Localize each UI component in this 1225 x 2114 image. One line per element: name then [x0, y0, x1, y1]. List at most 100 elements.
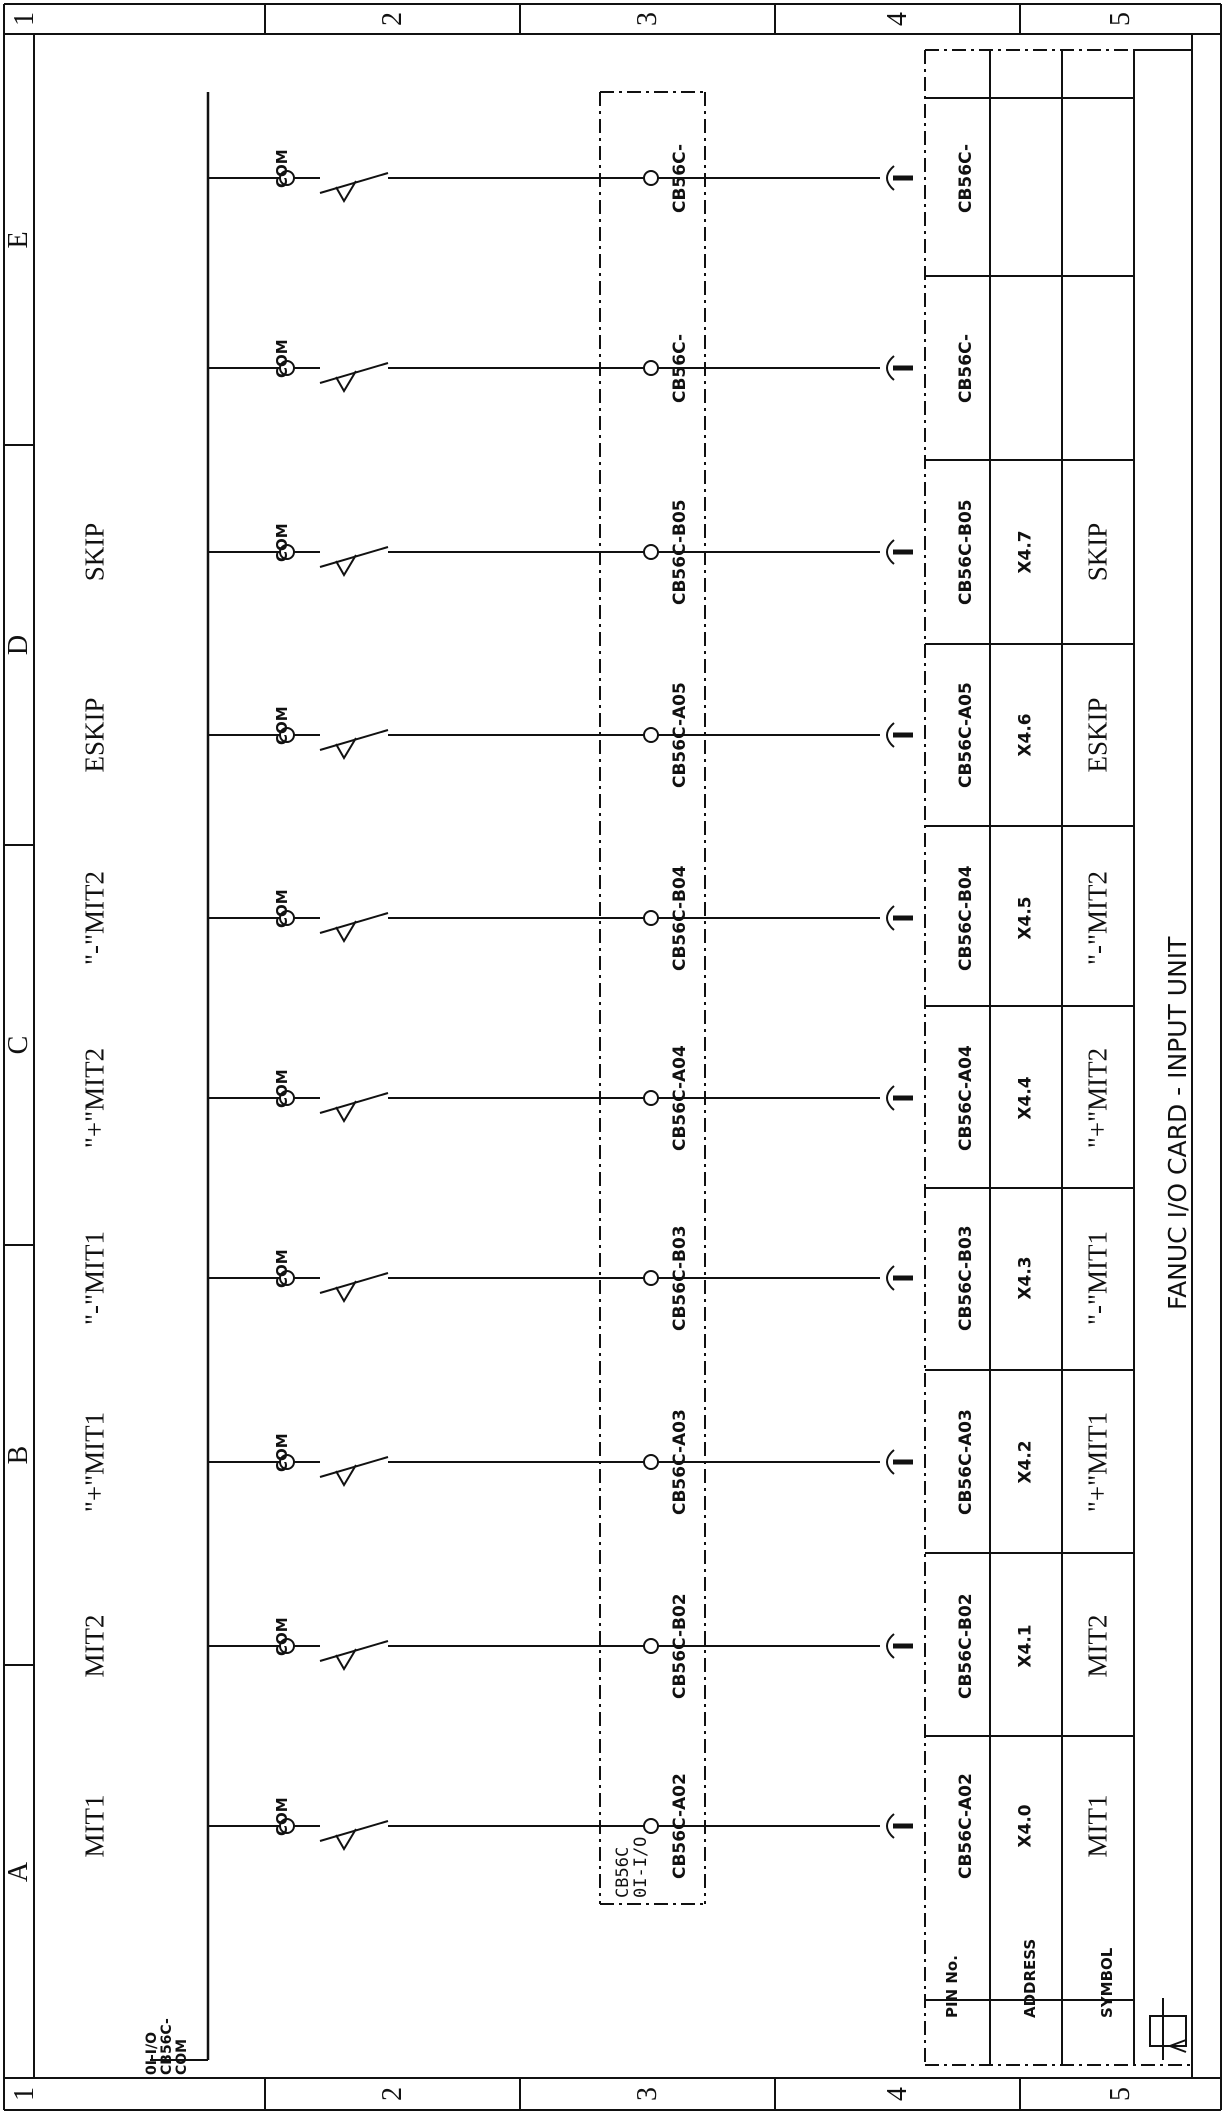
symbol-cell: "+"MIT2	[1082, 1047, 1113, 1149]
com-label: COM	[273, 1796, 291, 1836]
connector-terminal	[643, 1454, 659, 1470]
column-zone-label: 1	[8, 2087, 40, 2101]
card-input-arc	[886, 165, 895, 191]
channel-name-label: "+"MIT1	[79, 1411, 110, 1513]
legend-symbol-notch	[1167, 2039, 1187, 2053]
pin-no-cell: CB56C-	[956, 143, 976, 213]
pin-no-cell: CB56C-	[956, 333, 976, 403]
switch-contact-mark	[335, 554, 357, 577]
connector-pin-label: CB56C-B05	[670, 499, 690, 605]
pin-no-cell: CB56C-B03	[956, 1225, 976, 1331]
channel-name-label: "-"MIT2	[79, 870, 110, 966]
connector-pin-label: CB56C-B02	[670, 1593, 690, 1699]
connector-pin-label: CB56C-	[670, 333, 690, 403]
address-header: ADDRESS	[1021, 1938, 1039, 2018]
pin-no-cell: CB56C-B05	[956, 499, 976, 605]
card-input-arc	[886, 905, 895, 931]
column-zone-label: 3	[631, 2087, 663, 2101]
drawing-title: FANUC I/O CARD - INPUT UNIT	[1163, 936, 1192, 1310]
connector-label-line: 0I-I/O	[631, 1836, 651, 1898]
connector-terminal	[643, 170, 659, 186]
pin-no-cell: CB56C-A05	[956, 682, 976, 788]
bus-label-line: 0I-I/O	[144, 2032, 160, 2075]
symbol-cell: "+"MIT1	[1082, 1411, 1113, 1513]
connector-label-line: CB56C	[613, 1846, 633, 1898]
connector-terminal	[643, 544, 659, 560]
connector-pin-label: CB56C-B04	[670, 865, 690, 971]
connector-terminal	[643, 727, 659, 743]
address-cell: X4.3	[1015, 1256, 1036, 1300]
card-input-arc	[886, 1813, 895, 1839]
address-cell: X4.6	[1015, 713, 1036, 757]
address-cell: X4.0	[1015, 1804, 1036, 1848]
channel-name-label: MIT1	[79, 1794, 110, 1858]
channel-name-label: SKIP	[79, 522, 110, 582]
card-input-arc	[886, 1265, 895, 1291]
connector-terminal	[643, 1638, 659, 1654]
connector-terminal	[643, 910, 659, 926]
channel-name-label: "-"MIT1	[79, 1230, 110, 1326]
connector-pin-label: CB56C-A04	[670, 1045, 690, 1151]
pin-no-cell: CB56C-A02	[956, 1773, 976, 1879]
channel-name-label: MIT2	[79, 1614, 110, 1678]
common-bus-label: 0I-I/O CB56C- COM	[144, 2018, 190, 2075]
column-zone-label: 1	[8, 12, 40, 26]
address-cell: X4.5	[1015, 896, 1036, 940]
card-input-arc	[886, 1085, 895, 1111]
address-cell: X4.1	[1015, 1624, 1036, 1668]
symbol-cell: SKIP	[1082, 522, 1113, 582]
row-zone-label: B	[3, 1445, 34, 1465]
com-label: COM	[273, 705, 291, 745]
row-zone-label: C	[3, 1035, 34, 1055]
symbol-header: SYMBOL	[1098, 1947, 1116, 2018]
bus-label-line: COM	[174, 2038, 190, 2075]
switch-contact-mark	[335, 920, 357, 943]
column-zone-label: 5	[1104, 2087, 1136, 2101]
com-label: COM	[273, 1248, 291, 1288]
switch-contact-mark	[335, 1464, 357, 1487]
connector-terminal	[643, 360, 659, 376]
com-label: COM	[273, 1616, 291, 1656]
connector-box-label: CB56C 0I-I/O	[613, 1836, 651, 1898]
address-cell: X4.7	[1015, 530, 1036, 574]
switch-contact-mark	[335, 1100, 357, 1123]
connector-pin-label: CB56C-A03	[670, 1409, 690, 1515]
switch-contact-mark	[335, 737, 357, 760]
symbol-cell: "-"MIT2	[1082, 870, 1113, 966]
connector-terminal	[643, 1090, 659, 1106]
connector-pin-label: CB56C-B03	[670, 1225, 690, 1331]
pin-no-cell: CB56C-A04	[956, 1045, 976, 1151]
row-zone-label: A	[3, 1861, 34, 1882]
bus-label-line: CB56C-	[159, 2018, 175, 2075]
connector-terminal	[643, 1818, 659, 1834]
row-zone-label: E	[3, 230, 34, 249]
card-input-arc	[886, 1449, 895, 1475]
switch-contact-mark	[335, 180, 357, 203]
com-label: COM	[273, 148, 291, 188]
card-input-arc	[886, 1633, 895, 1659]
com-label: COM	[273, 1068, 291, 1108]
column-zone-label: 4	[881, 12, 913, 26]
symbol-cell: "-"MIT1	[1082, 1230, 1113, 1326]
connector-pin-label: CB56C-A02	[670, 1773, 690, 1879]
channel-name-label: ESKIP	[79, 697, 110, 773]
row-zone-label: D	[3, 634, 34, 656]
channel-name-label: "+"MIT2	[79, 1047, 110, 1149]
pin-no-cell: CB56C-B04	[956, 865, 976, 971]
connector-terminal	[643, 1270, 659, 1286]
switch-contact-mark	[335, 370, 357, 393]
pin-no-header: PIN No.	[943, 1955, 961, 2018]
switch-contact-mark	[335, 1648, 357, 1671]
card-input-arc	[886, 355, 895, 381]
symbol-cell: MIT2	[1082, 1614, 1113, 1678]
card-input-arc	[886, 539, 895, 565]
address-cell: X4.2	[1015, 1440, 1036, 1484]
com-label: COM	[273, 1432, 291, 1472]
card-input-arc	[886, 722, 895, 748]
address-cell: X4.4	[1015, 1076, 1036, 1120]
com-label: COM	[273, 888, 291, 928]
column-zone-label: 2	[376, 2087, 408, 2101]
connector-pin-label: CB56C-A05	[670, 682, 690, 788]
